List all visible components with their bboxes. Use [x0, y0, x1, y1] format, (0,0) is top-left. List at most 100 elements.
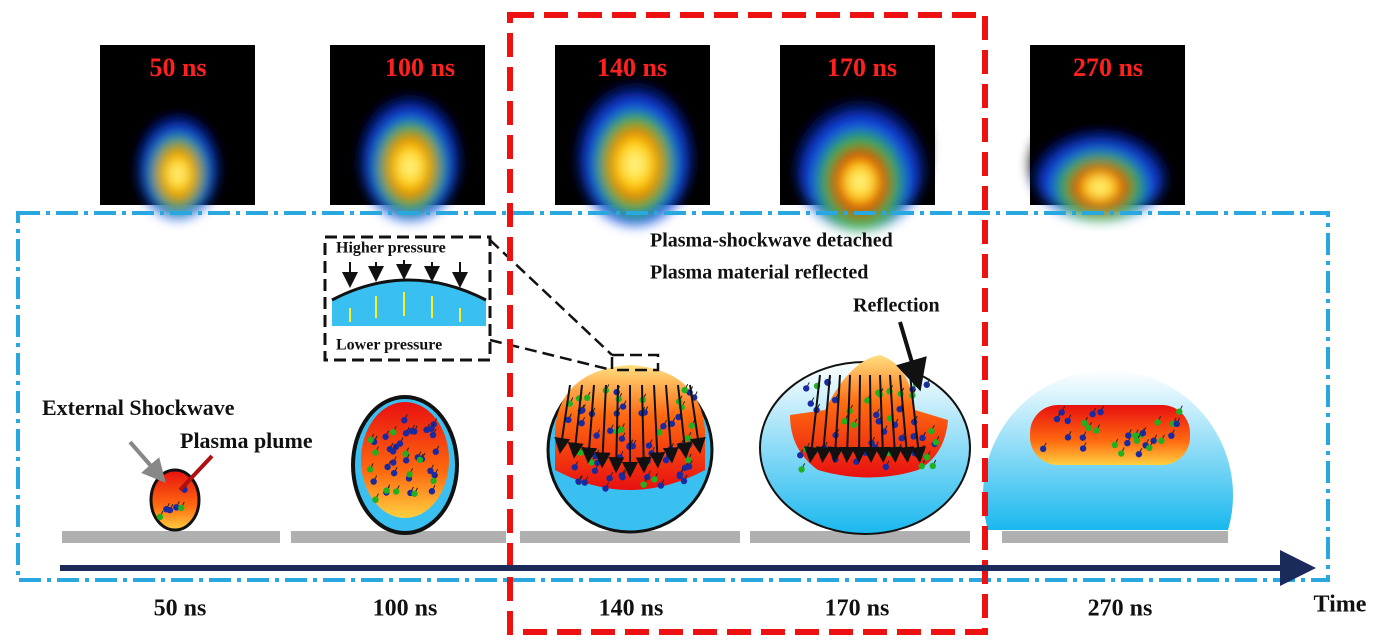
particle [1040, 446, 1046, 452]
particle [592, 468, 598, 474]
particle [588, 459, 594, 465]
particle [919, 463, 925, 469]
particle [582, 479, 588, 485]
pointer [130, 442, 158, 474]
particle [686, 442, 692, 448]
particle [1081, 420, 1087, 426]
particle [430, 432, 436, 438]
particle [1097, 409, 1103, 415]
particle [685, 435, 691, 441]
zoom-lines [490, 240, 658, 370]
particle [403, 457, 409, 463]
particle [384, 464, 390, 470]
particle [602, 485, 608, 491]
pressure-arrow [859, 375, 860, 455]
annotation: Reflection [853, 295, 940, 317]
particle [370, 478, 376, 484]
particle [406, 471, 412, 477]
particle [862, 450, 868, 456]
particle [644, 474, 650, 480]
particle [658, 482, 664, 488]
particle [646, 442, 652, 448]
particle [167, 507, 173, 513]
particle [390, 459, 396, 465]
particle [1080, 434, 1086, 440]
particle [401, 417, 407, 423]
particle [1124, 440, 1130, 446]
axis-label: Time [1314, 592, 1367, 618]
particle [372, 496, 378, 502]
particle [572, 464, 578, 470]
particle [408, 428, 414, 434]
particle [592, 453, 598, 459]
particle [924, 454, 930, 460]
particle [411, 491, 417, 497]
time-label: 140 ns [599, 596, 664, 622]
frame-label: 170 ns [827, 53, 897, 82]
particle [619, 436, 625, 442]
particle [689, 423, 695, 429]
particle [798, 466, 804, 472]
pressure-arrow [870, 375, 871, 455]
particle [930, 463, 936, 469]
figure: 50 ns 100 ns 140 ns 170 ns 270 ns Higher… [0, 0, 1388, 640]
inset-label: Higher pressure [336, 240, 446, 257]
particle [803, 446, 809, 452]
particle [644, 458, 650, 464]
particle [1140, 430, 1146, 436]
particle [885, 450, 891, 456]
time-label: 100 ns [373, 596, 438, 622]
particle [427, 468, 433, 474]
particle [575, 478, 581, 484]
particle [808, 400, 814, 406]
particle [578, 420, 584, 426]
frame-label: 50 ns [149, 53, 206, 82]
particle [577, 449, 583, 455]
time-label: 50 ns [154, 596, 207, 622]
time-label: 170 ns [825, 596, 890, 622]
particle [403, 430, 409, 436]
particle [1080, 445, 1086, 451]
particle [1173, 421, 1179, 427]
particle [663, 457, 669, 463]
particle [797, 452, 803, 458]
frame-label: 100 ns [385, 53, 455, 82]
particle [1158, 438, 1164, 444]
particle [841, 418, 847, 424]
particle [677, 471, 683, 477]
particle [912, 450, 918, 456]
particle [433, 449, 439, 455]
particle [1176, 408, 1182, 414]
particle [390, 448, 396, 454]
particle [924, 382, 930, 388]
particle [651, 476, 657, 482]
particle [919, 435, 925, 441]
annotation: Plasma plume [180, 428, 313, 453]
particle [1132, 432, 1138, 438]
particle [616, 396, 622, 402]
particle [1146, 445, 1152, 451]
particle [1093, 427, 1099, 433]
particle [1136, 451, 1142, 457]
particle [1054, 416, 1060, 422]
particle [913, 381, 919, 387]
particle [1154, 419, 1160, 425]
particle [157, 514, 163, 520]
particle [933, 439, 939, 445]
annotation: External Shockwave [42, 395, 235, 420]
particle [899, 435, 905, 441]
particle [429, 488, 435, 494]
frame-label: 140 ns [597, 53, 667, 82]
particle [368, 437, 374, 443]
particle [648, 450, 654, 456]
particle [1065, 434, 1071, 440]
particle [853, 459, 859, 465]
particle [430, 478, 436, 484]
particle [417, 457, 423, 463]
particle [178, 505, 184, 511]
particle [895, 446, 901, 452]
particle [372, 449, 378, 455]
particle [803, 385, 809, 391]
particle [928, 428, 934, 434]
annotation: Plasma material reflected [650, 262, 868, 284]
